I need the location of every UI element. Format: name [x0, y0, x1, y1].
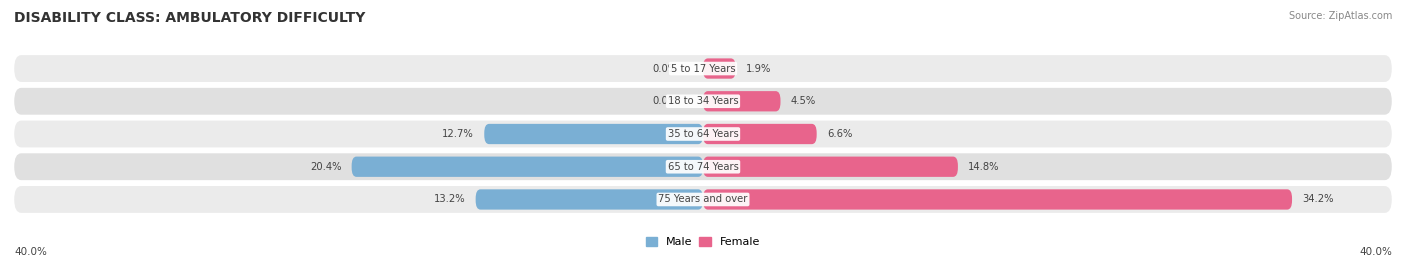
Text: 0.0%: 0.0% [652, 64, 678, 73]
FancyBboxPatch shape [475, 189, 703, 210]
FancyBboxPatch shape [484, 124, 703, 144]
Text: 0.0%: 0.0% [652, 96, 678, 106]
Text: 6.6%: 6.6% [827, 129, 852, 139]
FancyBboxPatch shape [703, 58, 735, 79]
Text: 20.4%: 20.4% [309, 162, 342, 172]
FancyBboxPatch shape [703, 157, 957, 177]
Text: 18 to 34 Years: 18 to 34 Years [668, 96, 738, 106]
Text: 40.0%: 40.0% [14, 247, 46, 257]
Legend: Male, Female: Male, Female [641, 233, 765, 252]
FancyBboxPatch shape [14, 186, 1392, 213]
FancyBboxPatch shape [703, 124, 817, 144]
Text: 14.8%: 14.8% [969, 162, 1000, 172]
Text: DISABILITY CLASS: AMBULATORY DIFFICULTY: DISABILITY CLASS: AMBULATORY DIFFICULTY [14, 11, 366, 25]
Text: 12.7%: 12.7% [441, 129, 474, 139]
FancyBboxPatch shape [14, 121, 1392, 147]
FancyBboxPatch shape [352, 157, 703, 177]
Text: 4.5%: 4.5% [790, 96, 815, 106]
FancyBboxPatch shape [703, 91, 780, 111]
Text: 1.9%: 1.9% [747, 64, 772, 73]
Text: 34.2%: 34.2% [1302, 195, 1334, 204]
Text: 40.0%: 40.0% [1360, 247, 1392, 257]
Text: 13.2%: 13.2% [433, 195, 465, 204]
Text: 5 to 17 Years: 5 to 17 Years [671, 64, 735, 73]
FancyBboxPatch shape [703, 189, 1292, 210]
FancyBboxPatch shape [14, 153, 1392, 180]
Text: 75 Years and over: 75 Years and over [658, 195, 748, 204]
Text: Source: ZipAtlas.com: Source: ZipAtlas.com [1288, 11, 1392, 21]
Text: 65 to 74 Years: 65 to 74 Years [668, 162, 738, 172]
FancyBboxPatch shape [14, 88, 1392, 115]
Text: 35 to 64 Years: 35 to 64 Years [668, 129, 738, 139]
FancyBboxPatch shape [14, 55, 1392, 82]
